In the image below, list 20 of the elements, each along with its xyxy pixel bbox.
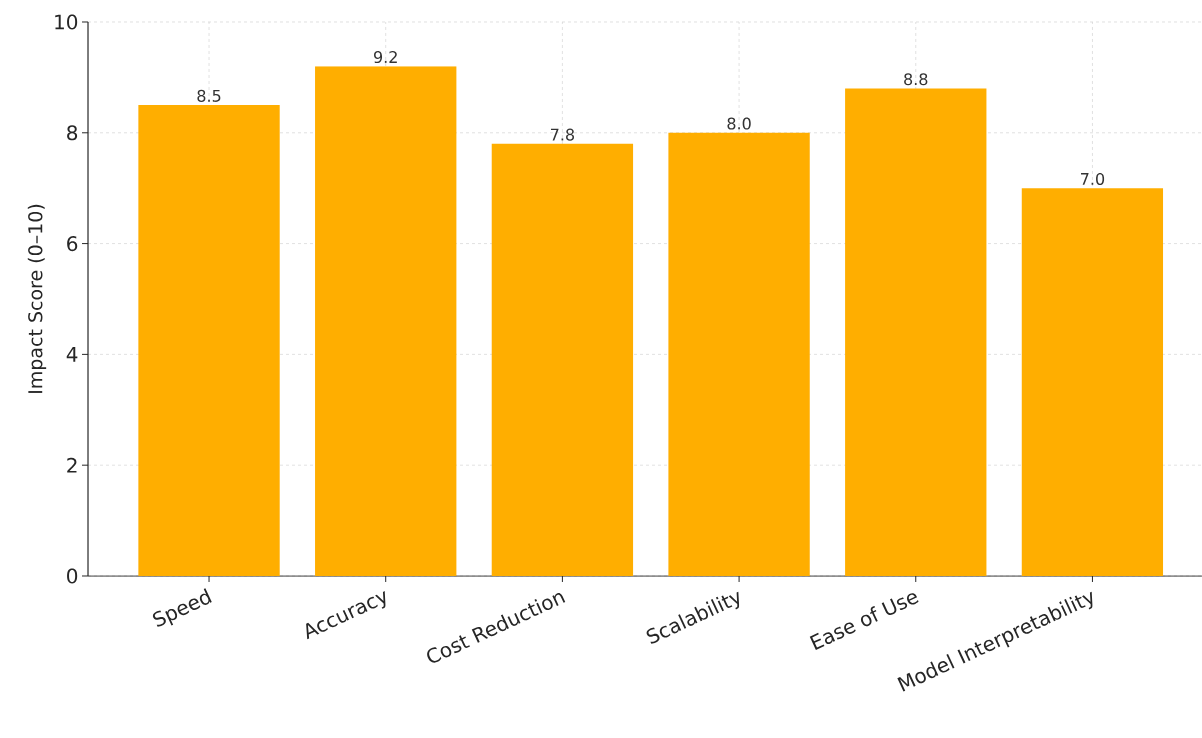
data-label: 9.2 — [374, 51, 397, 64]
y-tick-label: 8 — [67, 125, 78, 141]
data-label: 8.8 — [904, 73, 928, 86]
data-label: 7.0 — [1081, 172, 1105, 185]
data-label: 8.0 — [727, 117, 751, 130]
y-tick-label: 2 — [67, 457, 77, 473]
y-tick-label: 6 — [67, 236, 78, 252]
data-label: 7.8 — [550, 128, 575, 141]
bar — [315, 66, 457, 576]
bar — [845, 88, 987, 576]
data-label: 8.5 — [197, 89, 221, 102]
bar — [138, 105, 280, 576]
x-tick-label: Ease of Use — [809, 593, 919, 650]
bar — [1021, 188, 1164, 576]
bar — [668, 132, 810, 576]
y-tick-label: 4 — [66, 347, 78, 362]
bar — [491, 143, 634, 576]
y-tick-label: 10 — [55, 14, 78, 30]
y-tick-label: 0 — [67, 568, 78, 584]
y-axis-title: Impact Score (0–10) — [27, 204, 47, 393]
